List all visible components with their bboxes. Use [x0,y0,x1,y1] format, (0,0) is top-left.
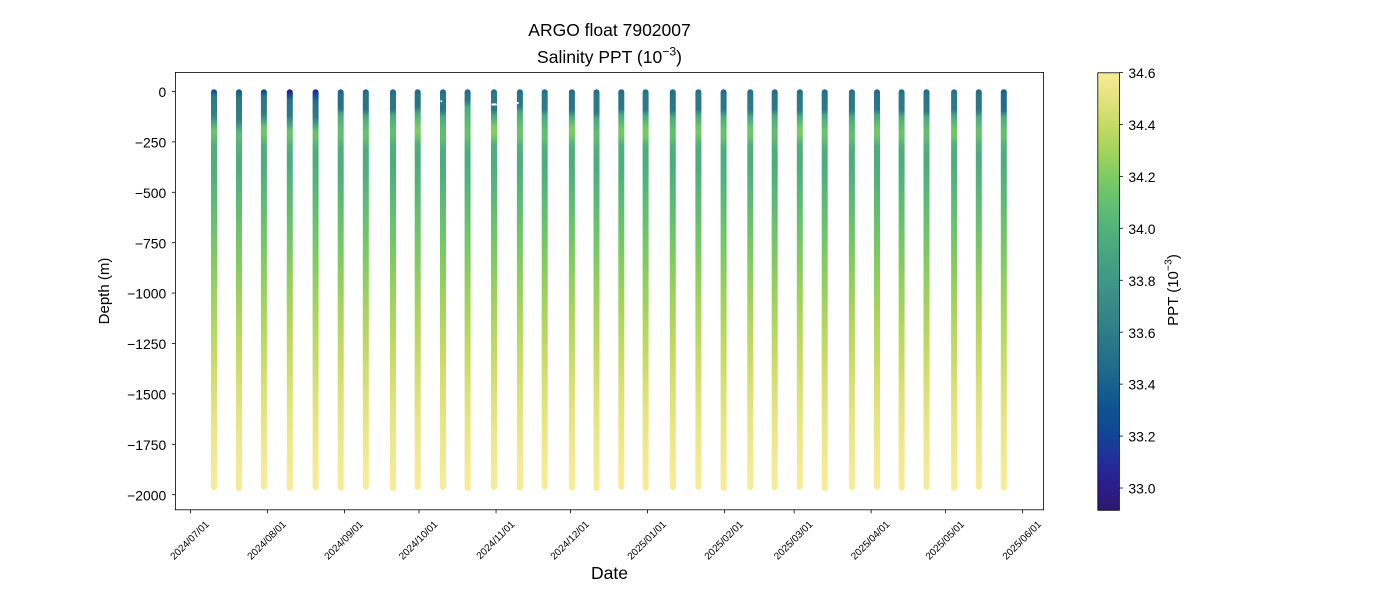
svg-text:−750: −750 [135,235,167,251]
svg-text:−2000: −2000 [127,487,166,503]
svg-text:33.8: 33.8 [1128,273,1155,289]
svg-text:−1750: −1750 [127,437,166,453]
svg-text:PPT (10−3): PPT (10−3) [1163,254,1182,326]
svg-text:−1500: −1500 [127,387,166,403]
svg-text:34.6: 34.6 [1128,65,1155,81]
svg-text:34.2: 34.2 [1128,169,1155,185]
svg-text:34.4: 34.4 [1128,117,1155,133]
svg-text:Depth (m): Depth (m) [96,258,113,325]
svg-text:−1250: −1250 [127,336,166,352]
svg-text:33.2: 33.2 [1128,429,1155,445]
svg-text:−500: −500 [135,185,167,201]
svg-text:Date: Date [591,563,628,583]
svg-text:−250: −250 [135,135,167,151]
svg-text:−1000: −1000 [127,286,166,302]
svg-text:33.0: 33.0 [1128,481,1155,497]
svg-text:33.6: 33.6 [1128,325,1155,341]
svg-text:Salinity PPT (10−3): Salinity PPT (10−3) [537,44,682,67]
svg-text:33.4: 33.4 [1128,377,1155,393]
svg-text:34.0: 34.0 [1128,221,1155,237]
svg-text:ARGO float 7902007: ARGO float 7902007 [528,20,690,40]
svg-text:0: 0 [158,84,166,100]
